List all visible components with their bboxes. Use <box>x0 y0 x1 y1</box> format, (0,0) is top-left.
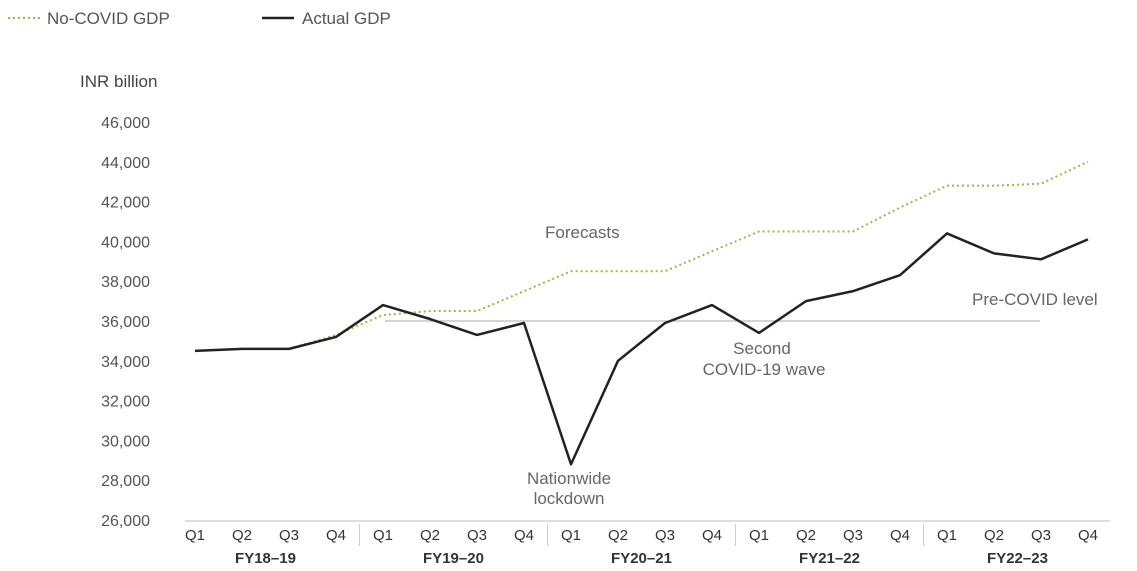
x-tick-label-quarter: Q3 <box>279 527 299 544</box>
y-tick-label: 30,000 <box>101 433 150 450</box>
y-tick-label: 32,000 <box>101 394 150 411</box>
x-tick-label-quarter: Q4 <box>1078 527 1098 544</box>
y-tick-label: 28,000 <box>101 473 150 490</box>
x-tick-label-quarter: Q4 <box>890 527 910 544</box>
x-tick-label-quarter: Q2 <box>796 527 816 544</box>
forecasts-annotation: Forecasts <box>545 223 620 242</box>
nationwide-lockdown-annotation-line2: lockdown <box>534 489 605 508</box>
x-tick-label-quarter: Q3 <box>655 527 675 544</box>
y-tick-label: 42,000 <box>101 195 150 212</box>
fiscal-year-label: FY20–21 <box>611 550 672 567</box>
x-tick-label-quarter: Q1 <box>937 527 957 544</box>
x-tick-label-quarter: Q3 <box>843 527 863 544</box>
legend: No-COVID GDP Actual GDP <box>8 9 391 28</box>
y-tick-label: 38,000 <box>101 274 150 291</box>
x-tick-label-quarter: Q1 <box>561 527 581 544</box>
fiscal-year-label: FY19–20 <box>423 550 484 567</box>
x-tick-label-quarter: Q3 <box>1031 527 1051 544</box>
legend-no-covid-label: No-COVID GDP <box>47 9 170 28</box>
x-tick-label-quarter: Q4 <box>326 527 346 544</box>
y-tick-label: 26,000 <box>101 513 150 530</box>
x-tick-label-quarter: Q1 <box>373 527 393 544</box>
x-tick-label-quarter: Q1 <box>185 527 205 544</box>
y-axis-unit-label: INR billion <box>80 72 157 91</box>
x-tick-label-quarter: Q2 <box>608 527 628 544</box>
x-tick-label-quarter: Q4 <box>702 527 722 544</box>
second-wave-annotation-line1: Second <box>733 339 791 358</box>
y-tick-label: 40,000 <box>101 234 150 251</box>
x-axis-quarter-ticks: Q1 Q2 Q3 Q4 Q1 Q2 Q3 Q4 Q1 Q2 Q3 Q4 Q1 Q2 Q3 Q4 Q1 Q2 Q3 Q4 <box>185 527 1098 544</box>
y-tick-label: 44,000 <box>101 155 150 172</box>
y-tick-label: 46,000 <box>101 115 150 132</box>
legend-actual-label: Actual GDP <box>302 9 391 28</box>
x-tick-label-quarter: Q3 <box>467 527 487 544</box>
x-tick-label-quarter: Q2 <box>984 527 1004 544</box>
x-tick-label-quarter: Q4 <box>514 527 534 544</box>
actual-gdp-line <box>194 232 1089 466</box>
y-tick-label: 34,000 <box>101 354 150 371</box>
y-tick-label: 36,000 <box>101 314 150 331</box>
fiscal-year-label: FY18–19 <box>235 550 296 567</box>
nationwide-lockdown-annotation-line1: Nationwide <box>527 469 611 488</box>
y-axis-ticks: 46,000 44,000 42,000 40,000 38,000 36,000 34,0… <box>101 115 150 530</box>
second-wave-annotation-line2: COVID-19 wave <box>703 360 826 379</box>
data-points <box>194 161 1089 465</box>
x-axis-fiscal-year-labels: FY18–19 FY19–20 FY20–21 FY21–22 FY22–23 <box>235 550 1048 567</box>
x-tick-label-quarter: Q2 <box>420 527 440 544</box>
pre-covid-level-label: Pre-COVID level <box>972 290 1098 309</box>
fiscal-year-label: FY22–23 <box>987 550 1048 567</box>
x-tick-label-quarter: Q2 <box>232 527 252 544</box>
no-covid-gdp-line <box>194 160 1089 352</box>
x-tick-label-quarter: Q1 <box>749 527 769 544</box>
fiscal-year-label: FY21–22 <box>799 550 860 567</box>
fiscal-year-dividers <box>359 524 924 546</box>
